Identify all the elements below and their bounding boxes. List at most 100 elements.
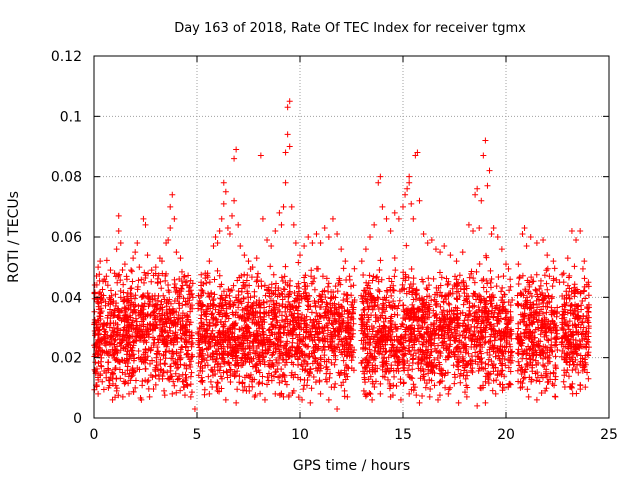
- data-point: [391, 273, 398, 280]
- data-point: [331, 343, 338, 350]
- data-point: [282, 378, 289, 385]
- data-point: [103, 374, 110, 381]
- data-point: [187, 393, 194, 400]
- data-point: [306, 369, 313, 376]
- data-point: [116, 271, 123, 278]
- data-point: [166, 376, 173, 383]
- data-point: [342, 362, 349, 369]
- data-point: [242, 346, 249, 353]
- data-point: [173, 389, 180, 396]
- data-point: [244, 328, 251, 335]
- data-point: [152, 364, 159, 371]
- data-point: [464, 372, 471, 379]
- data-point: [560, 270, 567, 277]
- data-point: [268, 372, 275, 379]
- data-point: [218, 375, 225, 382]
- data-point: [301, 358, 308, 365]
- data-point: [206, 390, 213, 397]
- data-point: [320, 343, 327, 350]
- data-point: [521, 224, 528, 231]
- data-point: [107, 374, 114, 381]
- data-point: [338, 382, 345, 389]
- data-point: [128, 267, 135, 274]
- data-point: [543, 267, 550, 274]
- data-point: [260, 316, 267, 323]
- data-point: [506, 287, 513, 294]
- data-point: [233, 146, 240, 153]
- data-point: [329, 215, 336, 222]
- data-point: [115, 227, 122, 234]
- data-point: [275, 336, 282, 343]
- data-point: [180, 295, 187, 302]
- data-point: [150, 310, 157, 317]
- data-point: [573, 390, 580, 397]
- data-point: [102, 278, 109, 285]
- data-point: [215, 360, 222, 367]
- data-point: [166, 306, 173, 313]
- data-point: [288, 359, 295, 366]
- data-point: [377, 257, 384, 264]
- data-point: [140, 303, 147, 310]
- data-point: [198, 320, 205, 327]
- data-point: [483, 288, 490, 295]
- data-point: [276, 291, 283, 298]
- data-point: [210, 243, 217, 250]
- data-point: [387, 227, 394, 234]
- data-point: [260, 331, 267, 338]
- data-point: [103, 273, 110, 280]
- data-point: [301, 243, 308, 250]
- data-point: [251, 288, 258, 295]
- data-point: [223, 301, 230, 308]
- data-point: [460, 279, 467, 286]
- data-point: [424, 240, 431, 247]
- data-point: [94, 327, 101, 334]
- data-point: [156, 332, 163, 339]
- data-point: [116, 309, 123, 316]
- data-point: [172, 360, 179, 367]
- data-point: [180, 273, 187, 280]
- data-point: [246, 387, 253, 394]
- data-point: [223, 292, 230, 299]
- data-point: [300, 357, 307, 364]
- data-point: [179, 330, 186, 337]
- data-point: [310, 373, 317, 380]
- data-point: [268, 329, 275, 336]
- data-point: [130, 388, 137, 395]
- data-point: [299, 311, 306, 318]
- data-point: [332, 352, 339, 359]
- data-point: [178, 268, 185, 275]
- data-point: [112, 291, 119, 298]
- data-point: [127, 353, 134, 360]
- data-point: [445, 390, 452, 397]
- data-point: [107, 267, 114, 274]
- data-point: [280, 371, 287, 378]
- data-point: [343, 370, 350, 377]
- data-point: [163, 240, 170, 247]
- data-point: [159, 321, 166, 328]
- data-point: [198, 286, 205, 293]
- data-point: [198, 292, 205, 299]
- data-point: [317, 362, 324, 369]
- data-point: [305, 343, 312, 350]
- data-point: [533, 396, 540, 403]
- data-point: [348, 314, 355, 321]
- data-point: [187, 319, 194, 326]
- data-point: [238, 357, 245, 364]
- data-point: [157, 316, 164, 323]
- data-point: [115, 325, 122, 332]
- data-point: [198, 347, 205, 354]
- data-point: [118, 339, 125, 346]
- data-point: [519, 230, 526, 237]
- data-point: [156, 310, 163, 317]
- data-point: [173, 249, 180, 256]
- data-point: [134, 240, 141, 247]
- data-point: [533, 271, 540, 278]
- data-point: [214, 380, 221, 387]
- data-point: [214, 379, 221, 386]
- data-point: [241, 306, 248, 313]
- data-point: [577, 227, 584, 234]
- data-point: [105, 352, 112, 359]
- data-point: [473, 268, 480, 275]
- data-point: [92, 368, 99, 375]
- data-point: [134, 330, 141, 337]
